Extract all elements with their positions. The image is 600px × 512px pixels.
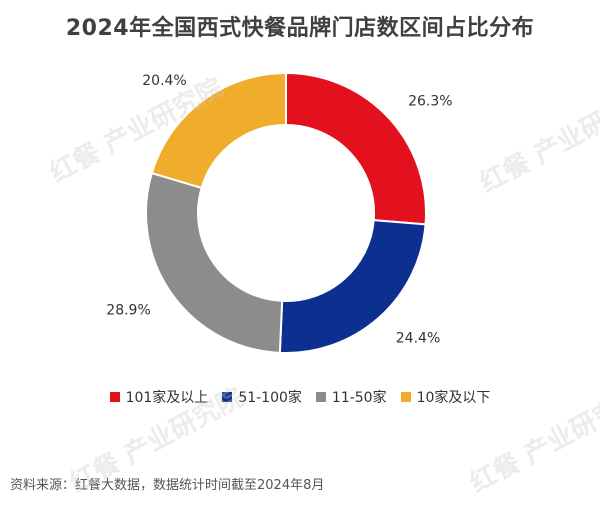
donut-slice [145,171,284,354]
source-note: 资料来源：红餐大数据，数据统计时间截至2024年8月 [10,478,325,493]
legend-label: 51-100家 [238,390,302,406]
slice-data-label: 24.4% [396,331,440,347]
slice-data-label: 26.3% [408,94,452,110]
legend-label: 10家及以下 [416,390,491,406]
donut-slice [285,71,427,226]
legend-label: 11-50家 [331,390,387,406]
donut-chart: 26.3% 24.4% 28.9% 20.4% [106,71,453,354]
legend-item: 11-50家 [315,387,387,407]
chart-title: 2024年全国西式快餐品牌门店数区间占比分布 [65,16,535,41]
legend-swatch [109,392,120,402]
donut-slice [150,71,287,190]
slice-data-label: 28.9% [106,302,150,318]
legend-item: 10家及以下 [400,387,491,407]
legend-label: 101家及以上 [125,390,209,406]
legend-swatch [400,392,411,402]
legend-item: 101家及以上 [109,387,209,407]
legend-item: 51-100家 [222,387,302,407]
slice-data-label: 20.4% [142,73,186,89]
legend-swatch [315,392,326,402]
legend-swatch [222,392,233,402]
chart-legend: 101家及以上 51-100家 11-50家 10家及以下 [0,387,600,407]
